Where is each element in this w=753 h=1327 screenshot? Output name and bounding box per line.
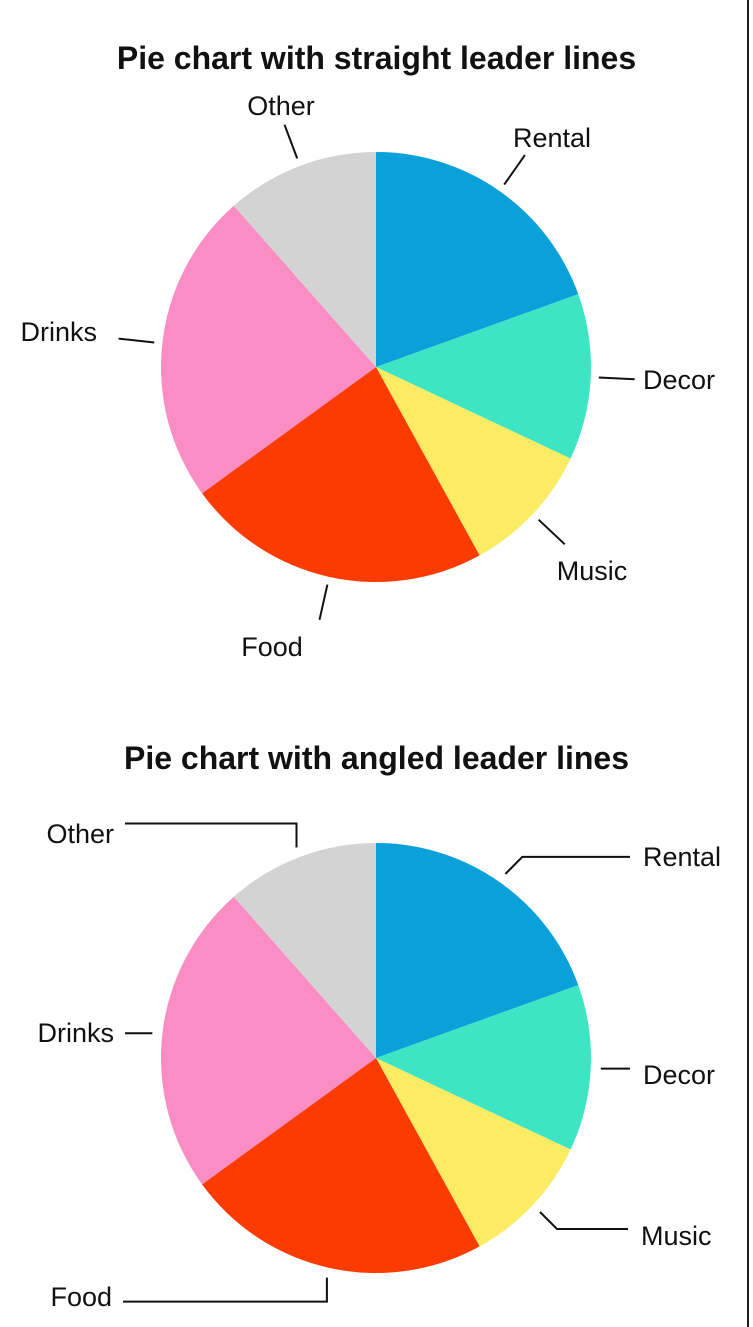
chart-title-angled-leader-lines: Pie chart with angled leader lines: [123, 740, 630, 776]
pie-slice-rental-angled: [376, 843, 579, 1058]
pie-slice-decor-angled: [376, 985, 592, 1150]
leader-line-food-angled: [123, 1277, 328, 1303]
slice-label-food-straight: Food: [241, 632, 303, 662]
pie-slice-drinks-angled: [161, 896, 376, 1185]
slice-label-decor-angled: Decor: [643, 1060, 715, 1090]
slice-label-drinks-angled: Drinks: [37, 1018, 114, 1048]
pie-slice-music-angled: [376, 1058, 571, 1247]
leader-line-drinks-straight: [118, 337, 155, 344]
slice-label-music-straight: Music: [557, 556, 628, 586]
leader-line-decor-straight: [598, 376, 635, 381]
slice-label-food-angled: Food: [50, 1282, 112, 1312]
pie-slice-music-straight: [376, 367, 571, 556]
pie-slice-food-angled: [202, 1058, 480, 1274]
pie-slice-other-straight: [233, 152, 376, 367]
leader-line-music-angled: [539, 1211, 628, 1230]
pie-slice-rental-straight: [376, 152, 579, 367]
leader-line-other-angled: [125, 822, 298, 848]
leader-line-food-straight: [318, 584, 329, 621]
chart-title-straight-leader-lines: Pie chart with straight leader lines: [116, 40, 637, 76]
slice-label-drinks-straight: Drinks: [20, 317, 97, 347]
slice-label-rental-angled: Rental: [643, 842, 721, 872]
slice-label-other-straight: Other: [247, 91, 315, 121]
leader-line-other-straight: [283, 124, 299, 159]
pie-slice-other-angled: [233, 843, 376, 1058]
slice-label-rental-straight: Rental: [513, 123, 591, 153]
leader-line-music-straight: [537, 518, 566, 546]
leader-line-rental-angled: [504, 855, 630, 875]
slice-label-other-angled: Other: [46, 819, 114, 849]
image-right-border: [747, 0, 749, 1327]
pie-slice-food-straight: [202, 367, 480, 583]
pie-slice-decor-straight: [376, 294, 592, 459]
leader-line-rental-straight: [503, 154, 526, 186]
pie-slice-drinks-straight: [161, 205, 376, 494]
slice-label-decor-straight: Decor: [643, 365, 715, 395]
slice-label-music-angled: Music: [641, 1221, 712, 1251]
